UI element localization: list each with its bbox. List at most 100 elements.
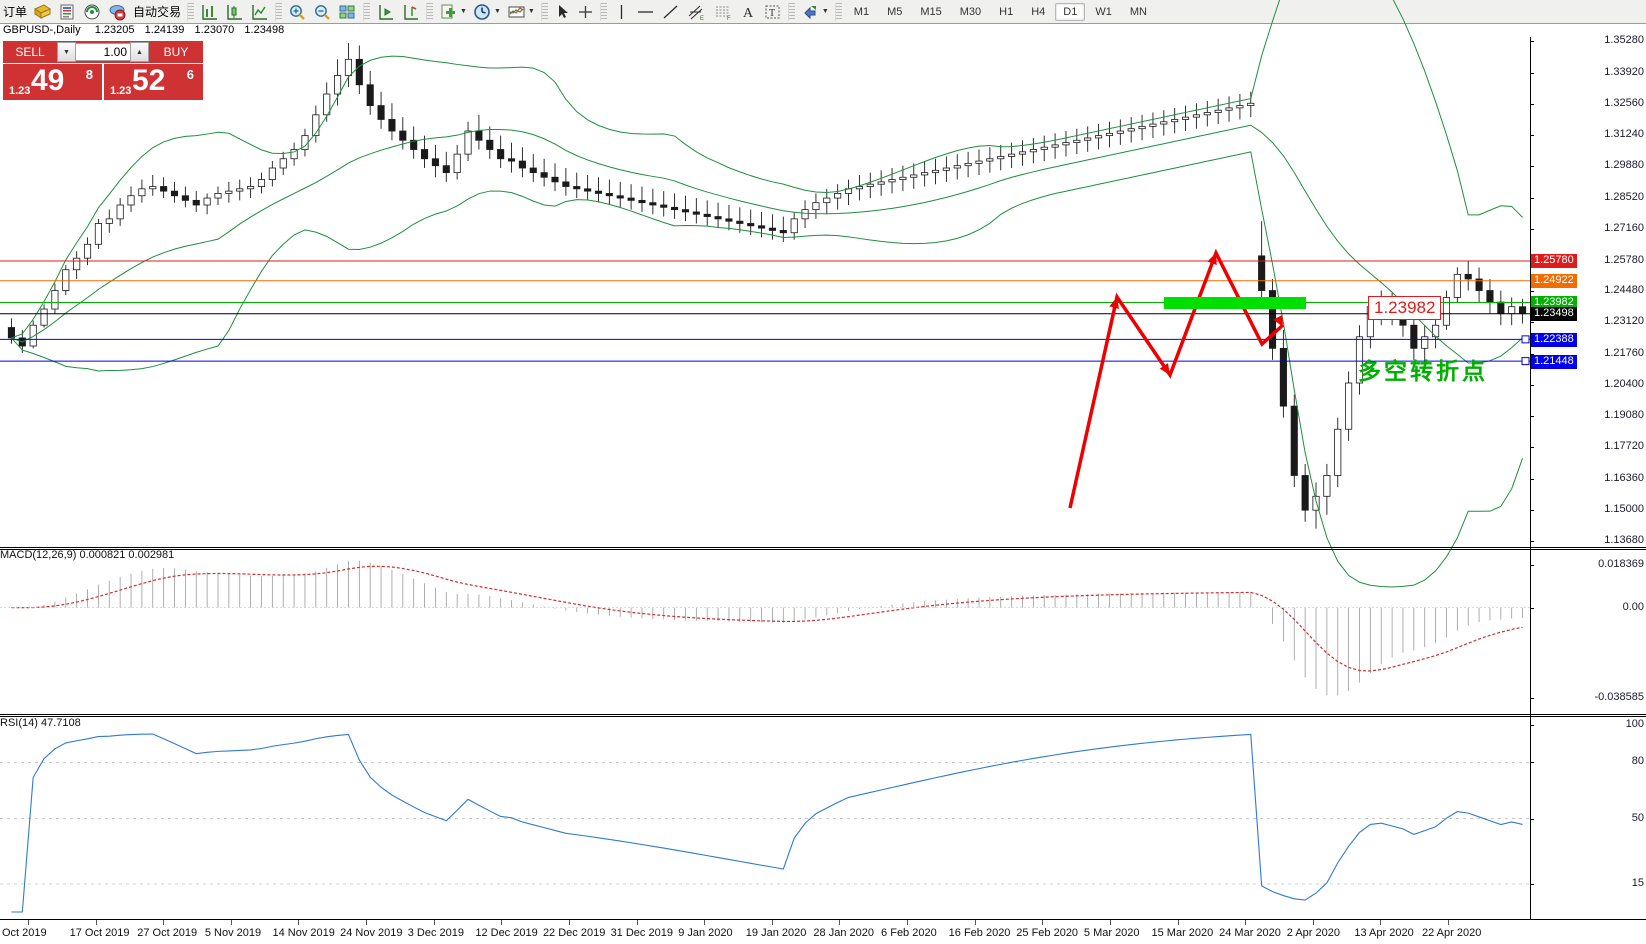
date-tick-mark <box>1109 920 1111 925</box>
date-tick-label: 2 Apr 2020 <box>1286 927 1340 939</box>
main-toolbar[interactable]: 订单 自动交易 ▼ <box>0 0 1646 24</box>
price-tick-label: 1.27160 <box>1604 222 1644 235</box>
new-order-icon[interactable] <box>30 1 55 23</box>
svg-text:A: A <box>743 6 754 21</box>
timeframe-w1[interactable]: W1 <box>1095 5 1112 18</box>
chart-bar-icon[interactable] <box>197 1 222 23</box>
timeframe-m15[interactable]: M15 <box>920 5 942 18</box>
timeframe-h4[interactable]: H4 <box>1031 5 1046 18</box>
date-tick-mark <box>28 920 29 925</box>
toolbar-separator <box>834 2 842 21</box>
terminal-icon[interactable] <box>105 1 130 23</box>
price-level-resistance[interactable]: 1.24922 <box>1531 274 1577 289</box>
volume-input[interactable]: 1.00 <box>76 43 130 61</box>
date-tick-label: 24 Mar 2020 <box>1219 927 1281 939</box>
cursor-icon[interactable] <box>551 1 574 23</box>
chevron-down-icon[interactable]: ▼ <box>527 8 535 15</box>
chart-candlestick-icon[interactable] <box>222 1 247 23</box>
volume-stepper[interactable]: ▼ 1.00 ▲ <box>57 41 149 63</box>
market-watch-icon[interactable] <box>55 1 80 23</box>
price-level-support[interactable]: 1.22388 <box>1531 332 1577 347</box>
date-tick-mark <box>1245 920 1247 925</box>
orders-button[interactable]: 订单 <box>0 1 30 23</box>
date-tick-label: 25 Feb 2020 <box>1016 927 1079 939</box>
price-tick-label: 1.21760 <box>1604 346 1644 359</box>
buy-price-display[interactable]: 1.23 52 6 <box>104 64 203 100</box>
price-level-support[interactable]: 1.21448 <box>1531 354 1577 369</box>
date-tick-label: 22 Dec 2019 <box>542 927 606 939</box>
timeframe-mn[interactable]: MN <box>1129 5 1147 18</box>
rsi-tick-mark <box>1530 818 1534 820</box>
date-tick-label: 6 Feb 2020 <box>881 927 937 939</box>
sell-button[interactable]: SELL <box>3 41 57 63</box>
date-tick-label: 5 Nov 2019 <box>204 927 262 939</box>
timeframe-m30[interactable]: M30 <box>959 5 982 18</box>
date-tick-mark <box>568 920 570 925</box>
toolbar-separator <box>599 2 607 21</box>
text-icon[interactable]: A <box>737 1 760 23</box>
price-level-current-price[interactable]: 1.23498 <box>1531 307 1577 322</box>
price-tick-mark <box>1530 166 1534 168</box>
sell-price-point: 8 <box>85 67 93 82</box>
rsi-pane-top-divider <box>0 714 1646 715</box>
navigator-icon[interactable] <box>80 1 105 23</box>
price-tick-label: 1.16360 <box>1604 471 1644 484</box>
price-tick-label: 1.35280 <box>1604 34 1644 47</box>
auto-scroll-icon[interactable] <box>398 1 423 23</box>
timeframe-h1[interactable]: H1 <box>999 5 1014 18</box>
text-label-icon[interactable]: T <box>760 1 785 23</box>
tile-windows-icon[interactable] <box>335 1 360 23</box>
horizontal-line-icon[interactable] <box>633 1 658 23</box>
price-tick-mark <box>1530 478 1534 480</box>
rsi-tick-label: 50 <box>1631 811 1644 824</box>
timeframe-bar[interactable]: M1 M5 M15 M30 H1 H4 D1 W1 MN <box>845 2 1156 21</box>
ohlc-high: 1.24139 <box>144 24 185 36</box>
chevron-down-icon[interactable]: ▼ <box>460 8 467 15</box>
sell-price-main: 49 <box>31 64 65 97</box>
price-axis-divider <box>1530 37 1531 920</box>
crosshair-icon[interactable] <box>574 1 597 23</box>
autotrade-button[interactable]: 自动交易 <box>130 1 184 23</box>
zoom-out-icon[interactable] <box>310 1 335 23</box>
date-tick-label: 3 Dec 2019 <box>407 927 464 939</box>
timeframes-button[interactable]: ▼ <box>470 1 504 23</box>
date-tick-label: 15 Mar 2020 <box>1151 927 1214 939</box>
one-click-trading-panel[interactable]: SELL ▼ 1.00 ▲ BUY 1.23 49 8 1.23 52 6 <box>3 41 203 100</box>
price-tick-mark <box>1530 415 1534 417</box>
price-level-pivot[interactable]: 1.23982 <box>1531 296 1577 310</box>
svg-text:T: T <box>769 8 775 19</box>
price-tick-label: 1.33920 <box>1604 65 1644 78</box>
trendline-icon[interactable] <box>658 1 683 23</box>
fibonacci-icon[interactable]: F <box>710 1 737 23</box>
zoom-in-icon[interactable] <box>285 1 310 23</box>
price-tick-mark <box>1530 291 1534 292</box>
rsi-tick-mark <box>1530 762 1534 764</box>
price-level-resistance[interactable]: 1.25780 <box>1531 254 1577 269</box>
date-tick-mark <box>1448 920 1449 925</box>
date-tick-mark <box>95 920 97 925</box>
templates-button[interactable]: ▼ <box>504 1 538 23</box>
price-tick-label: 1.32560 <box>1604 97 1644 110</box>
buy-button[interactable]: BUY <box>149 41 203 63</box>
chart-line-icon[interactable] <box>247 1 272 23</box>
chevron-down-icon[interactable]: ▼ <box>821 8 829 15</box>
date-tick-mark <box>1312 920 1314 925</box>
chart-shift-icon[interactable] <box>373 1 398 23</box>
rsi-tick-label: 100 <box>1625 718 1644 730</box>
date-tick-mark <box>636 920 638 925</box>
vertical-line-icon[interactable] <box>610 1 633 23</box>
timeframe-m5[interactable]: M5 <box>887 5 903 18</box>
chevron-down-icon[interactable]: ▼ <box>493 8 501 15</box>
sell-price-display[interactable]: 1.23 49 8 <box>3 64 102 100</box>
arrows-icon[interactable]: ▼ <box>798 1 832 23</box>
volume-increment-icon[interactable]: ▲ <box>130 42 149 62</box>
date-tick-mark <box>1042 920 1044 925</box>
date-tick-label: 5 Mar 2020 <box>1083 927 1140 939</box>
add-indicator-button[interactable]: ▼ <box>436 1 470 23</box>
timeframe-m1[interactable]: M1 <box>853 5 870 18</box>
equidistant-channel-icon[interactable]: E <box>683 1 710 23</box>
ohlc-close: 1.23498 <box>244 24 285 36</box>
timeframe-d1[interactable]: D1 <box>1055 2 1086 21</box>
volume-decrement-icon[interactable]: ▼ <box>57 42 76 62</box>
price-tick-label: 1.20400 <box>1604 378 1644 391</box>
